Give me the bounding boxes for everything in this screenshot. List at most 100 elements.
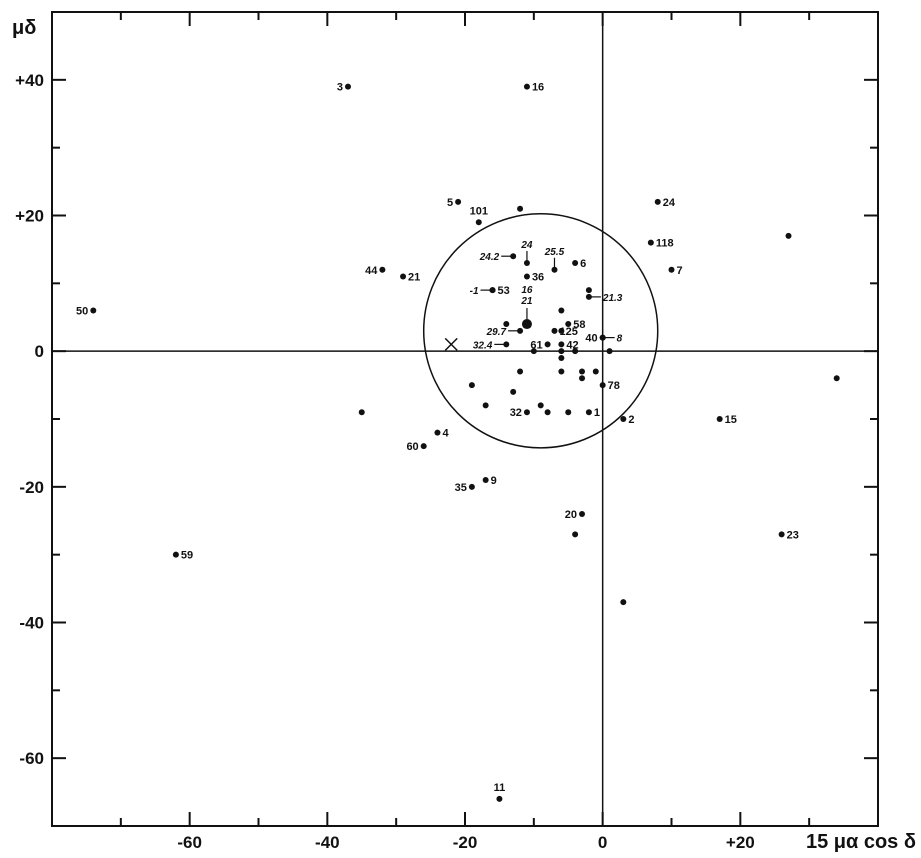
y-tick-label: +40 (15, 71, 44, 90)
data-point (558, 307, 565, 314)
data-point (558, 327, 565, 334)
data-point (620, 416, 627, 422)
data-point (482, 477, 489, 484)
point-label: 23 (787, 529, 799, 541)
x-tick-label: -60 (177, 833, 202, 852)
point-label: 6 (580, 258, 586, 270)
data-point (517, 205, 524, 212)
data-point (400, 273, 407, 280)
data-point (579, 510, 586, 517)
tick-marks (52, 12, 878, 826)
y-tick-label: 0 (35, 342, 44, 361)
data-point (592, 368, 599, 375)
point-label: 16 (532, 82, 544, 94)
data-point (358, 409, 365, 416)
data-point (558, 348, 565, 355)
data-point (565, 409, 572, 416)
data-point (420, 443, 427, 450)
data-point (558, 341, 565, 348)
data-point (537, 402, 544, 409)
data-point (379, 266, 386, 273)
point-label: 9 (491, 475, 497, 487)
value-label: -1 (470, 286, 479, 297)
data-point (833, 375, 840, 382)
point-label: 58 (573, 319, 585, 331)
x-tick-label: -20 (453, 833, 478, 852)
data-point (785, 232, 792, 239)
point-label: 1 (594, 407, 600, 419)
big-point-label: 21 (520, 296, 533, 307)
data-point (572, 348, 579, 355)
data-point (620, 599, 627, 606)
point-label: 7 (677, 265, 683, 277)
point-label: 36 (532, 272, 544, 284)
point-label: 5 (447, 197, 453, 209)
data-point (503, 321, 510, 328)
data-point (434, 429, 441, 436)
y-tick-label: -20 (19, 478, 44, 497)
data-point (344, 83, 351, 90)
point-label: 32 (510, 407, 522, 419)
data-point (647, 239, 654, 246)
point-label: 24 (663, 197, 676, 209)
data-point (716, 416, 723, 422)
data-point (90, 307, 97, 314)
point-label: 101 (470, 205, 488, 217)
value-label: 32.4 (473, 340, 493, 351)
y-tick-label: -60 (19, 749, 44, 768)
data-point (572, 531, 579, 538)
data-point (510, 388, 517, 395)
data-point (668, 266, 675, 273)
data-point (654, 198, 661, 205)
data-point (778, 531, 785, 538)
point-label: 35 (455, 482, 467, 494)
point-label: 15 (725, 414, 737, 426)
y-axis-label: μδ (12, 17, 36, 39)
point-label: 42 (566, 339, 578, 351)
data-point (565, 321, 572, 328)
data-point (482, 402, 489, 409)
point-label: 2 (628, 414, 634, 426)
point-label: 60 (406, 441, 418, 453)
data-point (496, 795, 503, 802)
reference-circle (422, 213, 659, 449)
point-label: 50 (76, 305, 88, 317)
point-label: 125 (559, 326, 577, 338)
data-point (468, 483, 475, 490)
point-label: 44 (365, 265, 378, 277)
point-label: 118 (656, 238, 674, 250)
tick-labels: -60 -40 -20 0 +20 +40 +20 0 -20 -40 -60 (15, 71, 755, 852)
point-label: 21 (408, 272, 420, 284)
value-label: 21.3 (602, 293, 623, 304)
data-point (523, 83, 530, 90)
point-label: 61 (530, 339, 542, 351)
big-point-label-upper: 16 (521, 285, 533, 296)
data-point (521, 319, 532, 330)
data-point (455, 198, 462, 205)
data-point (572, 259, 579, 266)
point-label: 11 (494, 782, 506, 794)
point-label: 78 (608, 380, 620, 392)
data-point (606, 348, 613, 355)
data-point (585, 287, 592, 294)
plot-frame (51, 11, 879, 827)
point-label: 4 (442, 428, 449, 440)
data-point (585, 409, 592, 416)
data-point (579, 368, 586, 375)
data-point (468, 382, 475, 389)
data-point (544, 409, 551, 416)
value-label: 24 (520, 240, 533, 251)
data-point (530, 348, 537, 355)
data-point (558, 368, 565, 375)
point-label: 59 (181, 550, 193, 562)
value-label: 25.5 (544, 247, 565, 258)
x-tick-label: 0 (598, 833, 607, 852)
data-point (544, 341, 551, 348)
point-label: 40 (585, 333, 597, 345)
data-point (523, 273, 530, 280)
value-label: 24.2 (479, 252, 500, 263)
value-label: 8 (617, 334, 623, 345)
value-label: 29.7 (486, 327, 507, 338)
data-point (523, 409, 530, 416)
